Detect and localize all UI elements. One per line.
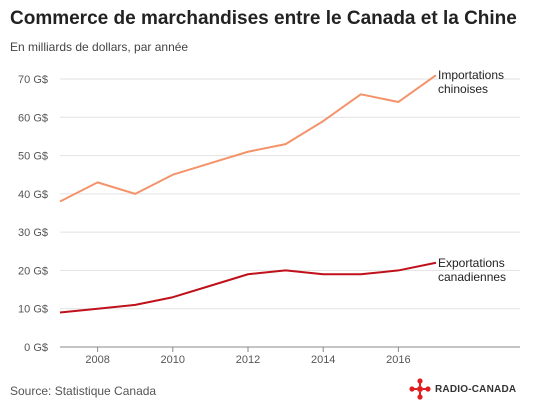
x-tick-label: 2008 [85, 354, 109, 366]
x-tick-labels: 2008 2010 2012 2014 2016 [85, 354, 410, 366]
x-tick-label: 2010 [161, 354, 185, 366]
series-label: canadiennes [438, 270, 506, 284]
radio-canada-gem-icon [409, 378, 431, 400]
imports-series-line [59, 74, 437, 203]
series-label: Importations [438, 68, 504, 82]
x-tick-label: 2012 [236, 354, 260, 366]
y-tick-label: 40 G$ [18, 189, 48, 201]
exports-series-line [59, 261, 437, 314]
y-tick-labels: 0 G$ 10 G$ 20 G$ 30 G$ 40 G$ 50 G$ 60 G$ 70 G$ [18, 74, 48, 354]
gridlines [60, 78, 520, 352]
y-tick-label: 60 G$ [18, 112, 48, 124]
radio-canada-logo: RADIO-CANADA [409, 378, 516, 400]
series-lines [59, 74, 437, 314]
x-tick-label: 2014 [311, 354, 335, 366]
y-tick-label: 0 G$ [24, 342, 48, 354]
y-tick-label: 70 G$ [18, 74, 48, 86]
chart-subtitle: En milliards de dollars, par année [10, 40, 189, 54]
x-tick-label: 2016 [386, 354, 410, 366]
series-label: chinoises [438, 82, 488, 96]
logo-text: RADIO-CANADA [435, 383, 517, 395]
y-tick-label: 10 G$ [18, 304, 48, 316]
y-tick-label: 20 G$ [18, 265, 48, 277]
source-note: Source: Statistique Canada [10, 384, 157, 398]
y-tick-label: 30 G$ [18, 227, 48, 239]
chart-title: Commerce de marchandises entre le Canada… [10, 8, 517, 29]
series-label: Exportations [438, 256, 505, 270]
y-tick-label: 50 G$ [18, 151, 48, 163]
